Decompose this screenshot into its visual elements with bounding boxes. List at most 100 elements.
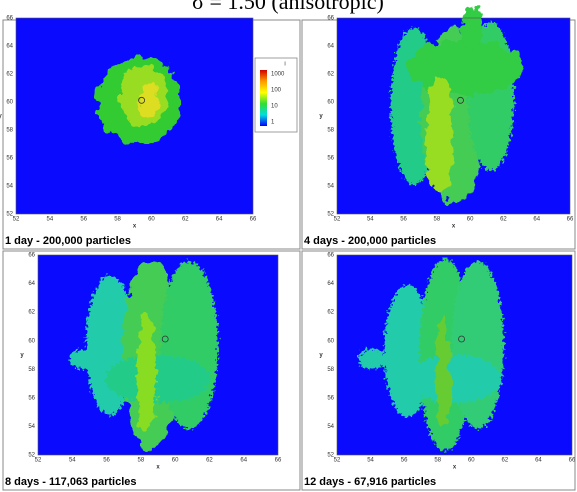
x-tick-label: 60 [468,458,475,464]
y-tick-label: 58 [327,128,334,134]
figure-title: σ = 1.50 (anisotropic) [192,0,384,14]
x-tick-label: 54 [367,458,374,464]
y-tick-label: 64 [28,281,35,287]
source-marker [138,96,146,104]
x-tick-label: 64 [240,458,247,464]
legend-label: 10 [271,104,278,110]
y-tick-label: 60 [6,100,13,106]
x-tick-label: 52 [13,217,20,223]
x-tick-label: 56 [401,458,408,464]
density-region [452,261,504,429]
legend-label: 1000 [271,72,285,78]
x-tick-label: 64 [216,217,223,223]
panel-caption: 1 day - 200,000 particles [5,235,131,247]
x-tick-label: 64 [533,217,540,223]
x-axis-label: x [452,224,456,230]
x-tick-label: 64 [535,458,542,464]
x-tick-label: 54 [69,458,76,464]
legend-label: 1 [271,120,275,126]
y-tick-label: 62 [28,310,35,316]
x-tick-label: 58 [114,217,121,223]
y-tick-label: 60 [327,338,334,344]
x-tick-label: 56 [80,217,87,223]
density-region [358,349,387,369]
x-tick-label: 66 [569,458,576,464]
x-tick-label: 52 [334,458,341,464]
x-tick-label: 62 [206,458,213,464]
y-tick-label: 56 [6,156,13,162]
density-region [160,261,218,429]
y-tick-label: 58 [28,367,35,373]
density-region [425,76,454,195]
x-tick-label: 58 [434,217,441,223]
y-tick-label: 54 [28,424,35,430]
legend-label: 100 [271,88,282,94]
plot-border [15,17,254,215]
x-axis-label: x [453,465,457,471]
y-tick-label: 60 [28,338,35,344]
y-tick-label: 52 [327,212,334,218]
y-axis-label: y [0,114,2,120]
x-tick-label: 66 [275,458,282,464]
x-tick-label: 62 [500,217,507,223]
y-tick-label: 56 [327,156,334,162]
legend-title: i [284,62,285,68]
panel-caption: 4 days - 200,000 particles [304,235,436,247]
y-tick-label: 64 [6,44,13,50]
y-tick-label: 66 [28,253,35,259]
y-tick-label: 60 [327,100,334,106]
x-tick-label: 60 [148,217,155,223]
source-marker [457,96,464,104]
x-tick-label: 56 [400,217,407,223]
y-axis-label: y [20,353,24,359]
y-tick-label: 62 [6,72,13,78]
plot-border [336,254,573,456]
x-tick-label: 60 [467,217,474,223]
y-tick-label: 64 [327,44,334,50]
y-tick-label: 54 [327,424,334,430]
y-tick-label: 66 [327,253,334,259]
plot-border [37,254,279,456]
x-tick-label: 66 [250,217,257,223]
density-region [139,82,159,118]
panel-caption: 8 days - 117,063 particles [5,476,136,488]
y-tick-label: 52 [6,212,13,218]
x-tick-label: 62 [502,458,509,464]
source-marker [458,335,465,343]
x-tick-label: 52 [334,217,341,223]
x-tick-label: 62 [182,217,189,223]
legend: i 1000 100 10 1 [254,57,298,133]
x-tick-label: 54 [47,217,54,223]
y-tick-label: 58 [6,128,13,134]
density-region [407,355,502,403]
y-tick-label: 52 [28,453,35,459]
density-region [105,355,211,403]
x-tick-label: 60 [172,458,179,464]
x-tick-label: 66 [567,217,574,223]
y-tick-label: 64 [327,281,334,287]
density-region [69,349,103,369]
x-tick-label: 56 [103,458,110,464]
density-region [406,39,524,95]
y-tick-label: 66 [6,16,13,22]
y-tick-label: 54 [6,184,13,190]
y-tick-label: 52 [327,453,334,459]
x-tick-label: 58 [138,458,145,464]
panel-caption: 12 days - 67,916 particles [304,476,436,488]
density-region [462,4,482,52]
y-tick-label: 54 [327,184,334,190]
y-axis-label: y [319,353,323,359]
y-tick-label: 56 [327,395,334,401]
source-marker [161,335,169,343]
density-region [136,311,156,431]
color-bar [260,70,267,126]
x-tick-label: 52 [35,458,42,464]
y-tick-label: 58 [327,367,334,373]
x-tick-label: 58 [434,458,441,464]
y-tick-label: 66 [327,16,334,22]
plot-border [336,17,571,215]
y-axis-label: y [319,114,323,120]
